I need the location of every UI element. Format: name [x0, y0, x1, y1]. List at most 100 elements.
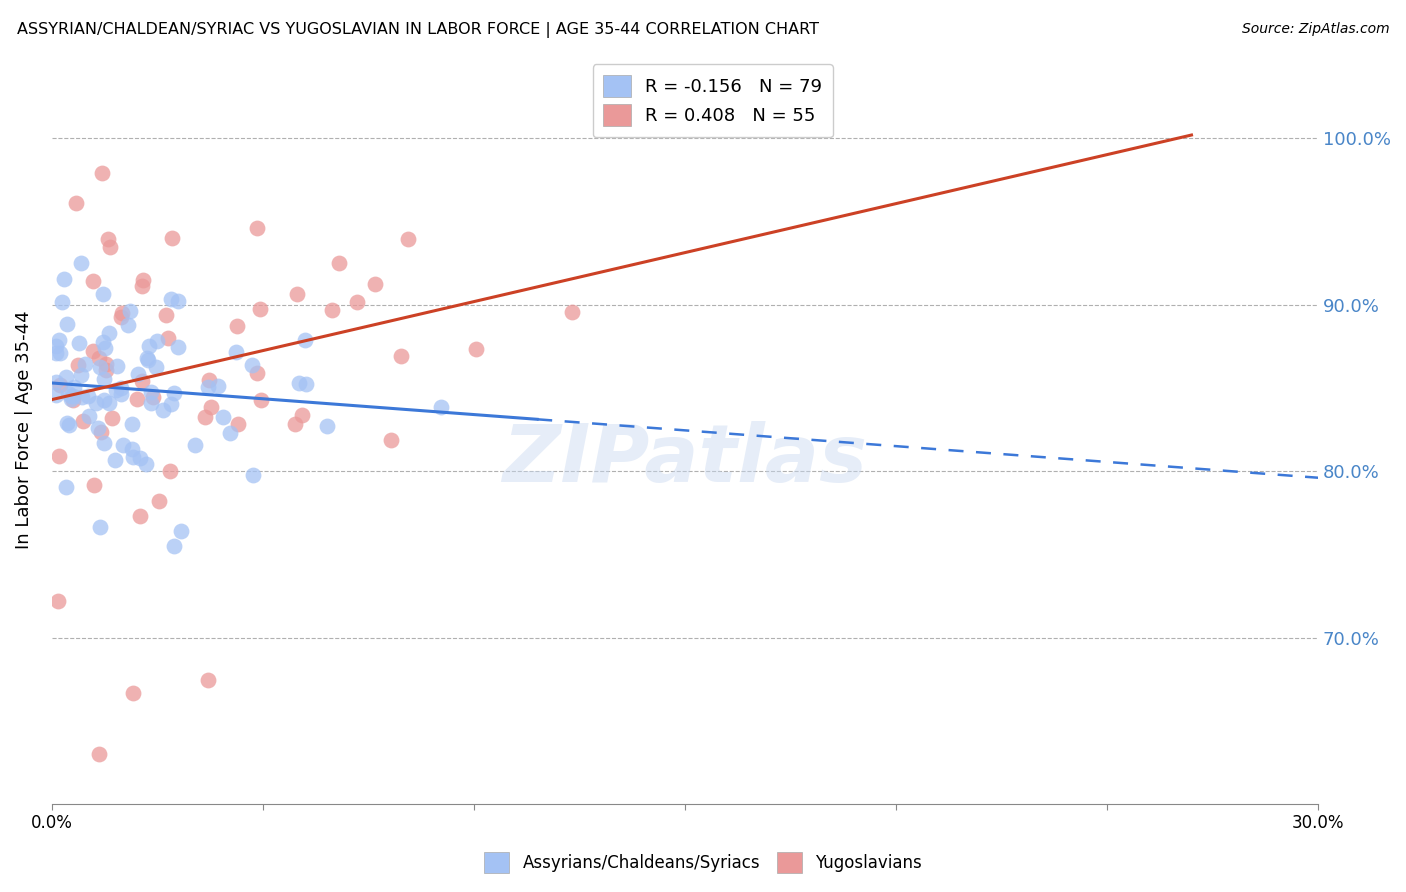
Assyrians/Chaldeans/Syriacs: [55, 370, 77, 384]
Yugoslavians: [72, 414, 94, 428]
Yugoslavians: [96, 357, 118, 371]
Assyrians/Chaldeans/Syriacs: [159, 292, 181, 306]
Yugoslavians: [127, 392, 149, 406]
Assyrians/Chaldeans/Syriacs: [91, 287, 114, 301]
Yugoslavians: [321, 303, 343, 318]
Assyrians/Chaldeans/Syriacs: [121, 417, 143, 431]
Assyrians/Chaldeans/Syriacs: [138, 339, 160, 353]
Text: Source: ZipAtlas.com: Source: ZipAtlas.com: [1241, 22, 1389, 37]
Yugoslavians: [250, 392, 273, 407]
Assyrians/Chaldeans/Syriacs: [97, 326, 120, 340]
Assyrians/Chaldeans/Syriacs: [93, 372, 115, 386]
Assyrians/Chaldeans/Syriacs: [56, 416, 79, 430]
Yugoslavians: [291, 409, 314, 423]
Assyrians/Chaldeans/Syriacs: [139, 396, 162, 410]
Assyrians/Chaldeans/Syriacs: [55, 480, 77, 494]
Assyrians/Chaldeans/Syriacs: [45, 346, 67, 360]
Assyrians/Chaldeans/Syriacs: [55, 317, 77, 331]
Assyrians/Chaldeans/Syriacs: [104, 383, 127, 397]
Assyrians/Chaldeans/Syriacs: [429, 400, 451, 414]
Assyrians/Chaldeans/Syriacs: [45, 388, 67, 402]
Assyrians/Chaldeans/Syriacs: [288, 376, 311, 390]
Assyrians/Chaldeans/Syriacs: [49, 346, 72, 360]
Yugoslavians: [159, 464, 181, 478]
Assyrians/Chaldeans/Syriacs: [160, 397, 183, 411]
Assyrians/Chaldeans/Syriacs: [69, 368, 91, 382]
Assyrians/Chaldeans/Syriacs: [240, 358, 263, 372]
Assyrians/Chaldeans/Syriacs: [51, 294, 73, 309]
Assyrians/Chaldeans/Syriacs: [212, 409, 235, 424]
Yugoslavians: [111, 306, 134, 320]
Assyrians/Chaldeans/Syriacs: [122, 450, 145, 464]
Yugoslavians: [249, 302, 271, 317]
Assyrians/Chaldeans/Syriacs: [135, 351, 157, 365]
Yugoslavians: [122, 686, 145, 700]
Yugoslavians: [90, 425, 112, 440]
Yugoslavians: [48, 378, 70, 392]
Yugoslavians: [464, 343, 486, 357]
Yugoslavians: [160, 231, 183, 245]
Yugoslavians: [97, 232, 120, 246]
Text: ASSYRIAN/CHALDEAN/SYRIAC VS YUGOSLAVIAN IN LABOR FORCE | AGE 35-44 CORRELATION C: ASSYRIAN/CHALDEAN/SYRIAC VS YUGOSLAVIAN …: [17, 22, 818, 38]
Assyrians/Chaldeans/Syriacs: [207, 378, 229, 392]
Yugoslavians: [131, 278, 153, 293]
Yugoslavians: [363, 277, 385, 292]
Yugoslavians: [226, 318, 249, 333]
Assyrians/Chaldeans/Syriacs: [93, 392, 115, 407]
Assyrians/Chaldeans/Syriacs: [98, 395, 121, 409]
Assyrians/Chaldeans/Syriacs: [145, 334, 167, 348]
Assyrians/Chaldeans/Syriacs: [121, 442, 143, 457]
Yugoslavians: [245, 221, 267, 235]
Assyrians/Chaldeans/Syriacs: [89, 519, 111, 533]
Assyrians/Chaldeans/Syriacs: [45, 339, 67, 353]
Assyrians/Chaldeans/Syriacs: [70, 390, 93, 404]
Assyrians/Chaldeans/Syriacs: [163, 539, 186, 553]
Yugoslavians: [328, 256, 350, 270]
Assyrians/Chaldeans/Syriacs: [110, 382, 132, 396]
Assyrians/Chaldeans/Syriacs: [197, 380, 219, 394]
Yugoslavians: [83, 478, 105, 492]
Assyrians/Chaldeans/Syriacs: [167, 294, 190, 309]
Yugoslavians: [396, 232, 419, 246]
Assyrians/Chaldeans/Syriacs: [53, 272, 76, 286]
Yugoslavians: [200, 400, 222, 414]
Text: ZIPatlas: ZIPatlas: [502, 420, 868, 499]
Assyrians/Chaldeans/Syriacs: [167, 339, 190, 353]
Assyrians/Chaldeans/Syriacs: [76, 389, 98, 403]
Assyrians/Chaldeans/Syriacs: [118, 304, 141, 318]
Yugoslavians: [101, 411, 124, 425]
Assyrians/Chaldeans/Syriacs: [218, 425, 240, 440]
Yugoslavians: [131, 374, 153, 388]
Legend: R = -0.156   N = 79, R = 0.408   N = 55: R = -0.156 N = 79, R = 0.408 N = 55: [593, 64, 832, 137]
Yugoslavians: [82, 274, 104, 288]
Yugoslavians: [110, 310, 132, 325]
Yugoslavians: [132, 273, 155, 287]
Assyrians/Chaldeans/Syriacs: [73, 358, 96, 372]
Yugoslavians: [48, 449, 70, 463]
Assyrians/Chaldeans/Syriacs: [294, 333, 316, 347]
Yugoslavians: [98, 240, 121, 254]
Assyrians/Chaldeans/Syriacs: [136, 353, 159, 368]
Assyrians/Chaldeans/Syriacs: [89, 359, 111, 374]
Assyrians/Chaldeans/Syriacs: [63, 379, 86, 393]
Yugoslavians: [346, 294, 368, 309]
Yugoslavians: [194, 409, 217, 424]
Yugoslavians: [285, 287, 308, 301]
Assyrians/Chaldeans/Syriacs: [94, 341, 117, 355]
Yugoslavians: [142, 390, 165, 404]
Yugoslavians: [380, 433, 402, 447]
Assyrians/Chaldeans/Syriacs: [60, 392, 83, 406]
Assyrians/Chaldeans/Syriacs: [105, 359, 128, 373]
Yugoslavians: [561, 305, 583, 319]
Yugoslavians: [246, 366, 269, 380]
Assyrians/Chaldeans/Syriacs: [145, 360, 167, 375]
Assyrians/Chaldeans/Syriacs: [77, 409, 100, 423]
Assyrians/Chaldeans/Syriacs: [58, 417, 80, 432]
Yugoslavians: [198, 373, 221, 387]
Yugoslavians: [156, 331, 179, 345]
Assyrians/Chaldeans/Syriacs: [59, 389, 82, 403]
Assyrians/Chaldeans/Syriacs: [141, 385, 163, 400]
Assyrians/Chaldeans/Syriacs: [112, 438, 135, 452]
Assyrians/Chaldeans/Syriacs: [93, 435, 115, 450]
Assyrians/Chaldeans/Syriacs: [67, 336, 90, 351]
